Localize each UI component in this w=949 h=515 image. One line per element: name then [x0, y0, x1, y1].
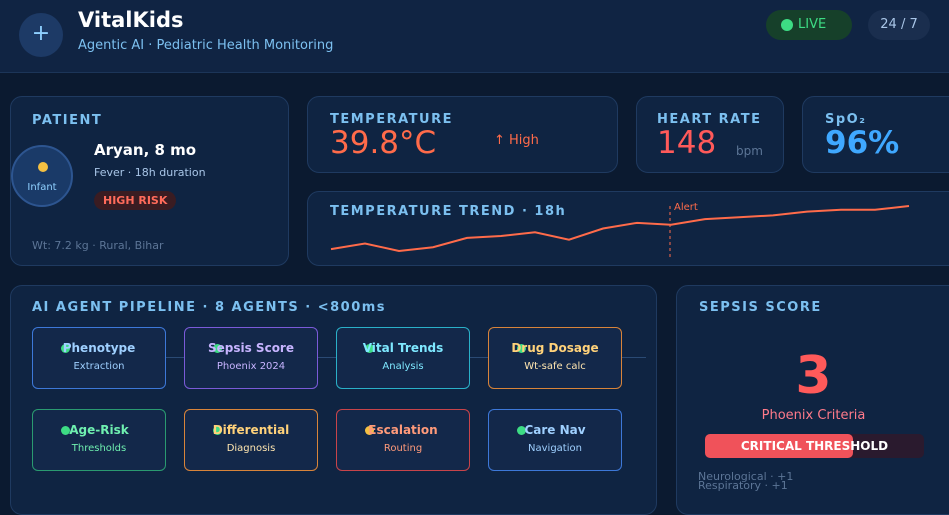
temperature-flag: ↑ High: [494, 133, 539, 148]
agent-name: Age-Risk: [69, 423, 129, 437]
agent-name: Escalation: [368, 423, 438, 437]
agent-name: Differential: [212, 423, 290, 437]
avatar: Infant: [11, 145, 73, 207]
status-dot: [61, 426, 70, 435]
patient-name: Aryan, 8 mo: [94, 141, 197, 159]
agent-detail: Extraction: [73, 361, 125, 372]
card-label: AI AGENT PIPELINE · 8 AGENTS · <800ms: [32, 300, 387, 315]
agent-detail: Routing: [383, 443, 423, 454]
patient-card: PATIENT Infant Aryan, 8 mo Fever · 18h d…: [10, 96, 289, 266]
agent-detail: Diagnosis: [226, 443, 276, 454]
card-label: TEMPERATURE TREND · 18h: [330, 204, 567, 219]
spo2-card: SpO₂ 96%: [802, 96, 949, 173]
avatar-icon: [38, 162, 48, 172]
live-badge: LIVE: [766, 10, 852, 40]
threshold-label: CRITICAL THRESHOLD: [740, 439, 889, 453]
trend-card: TEMPERATURE TREND · 18h Alert: [307, 191, 949, 266]
agent-name: Phenotype: [62, 341, 136, 355]
card-label: SpO₂: [825, 112, 867, 127]
agent-name: Drug Dosage: [511, 341, 599, 355]
availability-badge: 24 / 7: [868, 10, 930, 40]
sepsis-criteria: Phoenix Criteria: [761, 408, 866, 423]
threshold-track: CRITICAL THRESHOLD: [705, 434, 924, 458]
app-title: VitalKids: [78, 8, 184, 32]
risk-badge: HIGH RISK: [94, 191, 177, 210]
agent-detail: Phoenix 2024: [216, 361, 286, 372]
agent-card[interactable]: Age-Risk Thresholds: [32, 409, 166, 471]
sepsis-score: 3: [795, 346, 832, 406]
temperature-value: 39.8°C: [330, 125, 437, 161]
agent-card[interactable]: Drug Dosage Wt-safe calc: [488, 327, 622, 389]
header: + VitalKids Agentic AI · Pediatric Healt…: [0, 0, 949, 73]
live-dot: [781, 19, 793, 31]
card-label: SEPSIS SCORE: [699, 300, 822, 315]
patient-detail: Fever · 18h duration: [94, 166, 206, 179]
heart-rate-unit: bpm: [736, 144, 763, 158]
patient-footer: Wt: 7.2 kg · Rural, Bihar: [32, 239, 164, 252]
agent-detail: Thresholds: [71, 443, 127, 454]
app-subtitle: Agentic AI · Pediatric Health Monitoring: [78, 38, 334, 53]
agent-detail: Analysis: [382, 361, 424, 372]
status-dot: [517, 426, 526, 435]
trend-chart: Alert: [330, 202, 910, 260]
status-dot: [213, 344, 222, 353]
agent-card[interactable]: Vital Trends Analysis: [336, 327, 470, 389]
status-dot: [61, 344, 70, 353]
logo[interactable]: +: [19, 13, 63, 57]
card-label: TEMPERATURE: [330, 112, 453, 127]
avatar-label: Infant: [27, 182, 57, 193]
status-dot: [517, 344, 526, 353]
card-label: HEART RATE: [657, 112, 762, 127]
sepsis-component: Respiratory · +1: [698, 479, 788, 492]
agent-card[interactable]: Differential Diagnosis: [184, 409, 318, 471]
heart-rate-value: 148: [657, 125, 717, 161]
status-dot: [365, 344, 374, 353]
agent-detail: Navigation: [528, 443, 582, 454]
agent-name: Vital Trends: [362, 341, 444, 355]
pipeline-card: AI AGENT PIPELINE · 8 AGENTS · <800ms Ph…: [10, 285, 657, 515]
alert-label: Alert: [674, 202, 698, 213]
agent-card[interactable]: Phenotype Extraction: [32, 327, 166, 389]
agent-card[interactable]: Sepsis Score Phoenix 2024: [184, 327, 318, 389]
card-label: PATIENT: [32, 113, 103, 128]
trend-line: [330, 205, 910, 253]
threshold-fill: [705, 434, 853, 458]
agent-card[interactable]: Care Nav Navigation: [488, 409, 622, 471]
status-dot: [213, 426, 222, 435]
agent-name: Care Nav: [524, 423, 586, 437]
status-dot: [365, 426, 374, 435]
sepsis-card: SEPSIS SCORE 3 Phoenix Criteria CRITICAL…: [676, 285, 949, 515]
agent-card[interactable]: Escalation Routing: [336, 409, 470, 471]
agent-name: Sepsis Score: [207, 341, 294, 355]
sepsis-component: Neurological · +1: [698, 470, 794, 483]
temperature-card: TEMPERATURE 39.8°C ↑ High: [307, 96, 618, 173]
heart-rate-card: HEART RATE 148 bpm: [636, 96, 784, 173]
spo2-value: 96%: [825, 125, 900, 161]
agent-detail: Wt-safe calc: [524, 361, 586, 372]
live-text: LIVE: [798, 17, 827, 32]
